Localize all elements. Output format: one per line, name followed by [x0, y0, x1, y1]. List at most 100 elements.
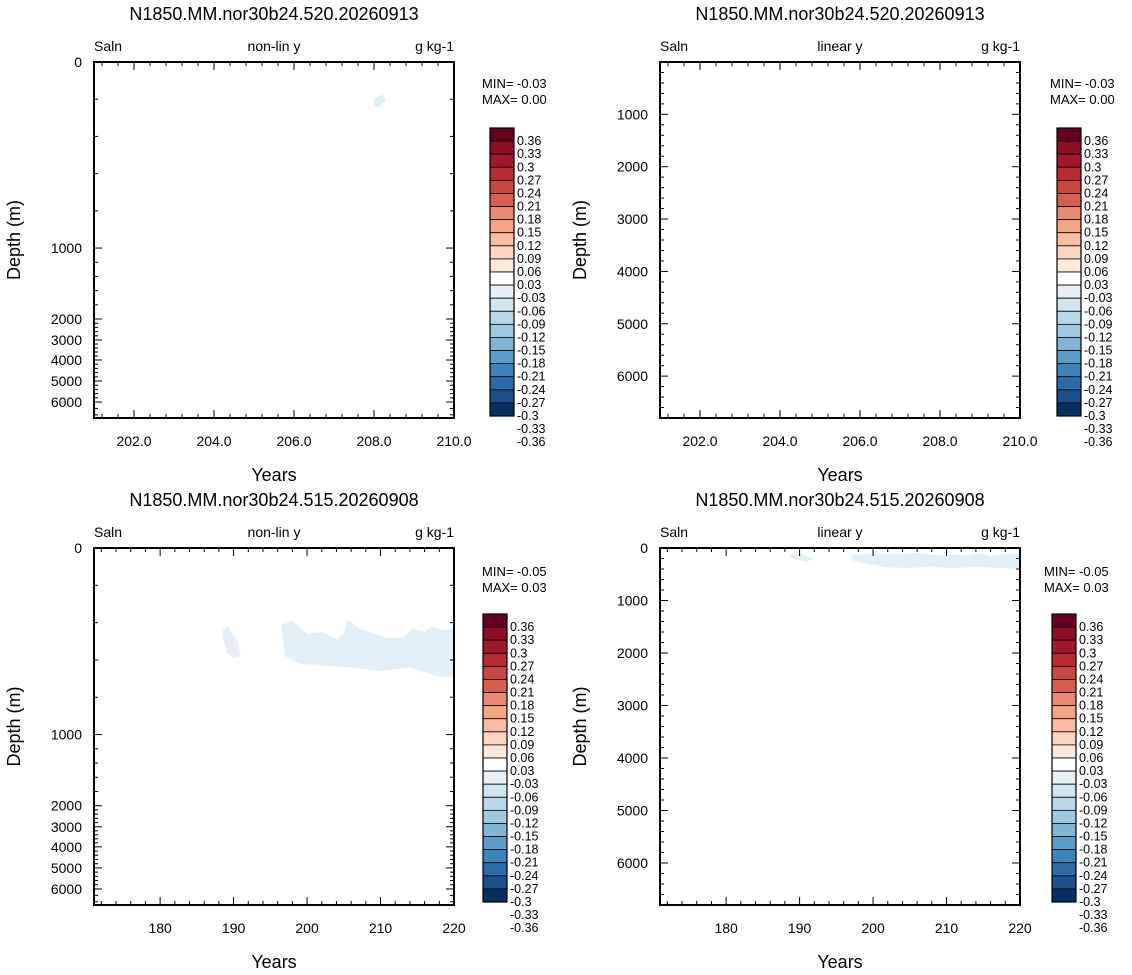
colorbar-label: 0.03 — [1084, 278, 1108, 292]
colorbar-box — [1056, 376, 1082, 391]
colorbar-box — [1051, 849, 1077, 864]
colorbar-label: -0.3 — [517, 409, 539, 423]
colorbar-box — [1051, 875, 1077, 890]
x-tick-label: 220 — [442, 920, 466, 936]
colorbar-box — [489, 337, 515, 351]
colorbar-box — [489, 284, 515, 299]
colorbar-box — [489, 179, 515, 194]
colorbar-label: 0.21 — [1084, 200, 1108, 214]
axis-scale-label: linear y — [817, 38, 862, 54]
y-tick-label: 3000 — [617, 211, 648, 227]
colorbar-label: 0.3 — [510, 646, 527, 660]
x-tick-label: 202.0 — [116, 433, 151, 449]
colorbar-box — [1051, 783, 1077, 798]
colorbar-box — [1051, 796, 1077, 811]
colorbar: 0.360.330.30.270.240.210.180.150.120.090… — [1051, 613, 1108, 935]
chart-panel-3: N1850.MM.nor30b24.515.20260908 Saln non-li… — [4, 490, 547, 972]
y-tick-label: 6000 — [617, 368, 648, 384]
colorbar-box — [482, 770, 508, 785]
colorbar-label: 0.06 — [1084, 265, 1108, 279]
colorbar-label: 0.33 — [1079, 633, 1103, 647]
colorbar-box — [482, 718, 508, 733]
colorbar-box — [489, 127, 515, 142]
colorbar-label: 0.15 — [1079, 712, 1103, 726]
colorbar-label: 0.36 — [1079, 620, 1103, 634]
y-tick-label: 2000 — [617, 645, 648, 661]
x-tick-label: 204.0 — [762, 433, 797, 449]
colorbar-box — [482, 836, 508, 851]
colorbar-box — [1051, 718, 1077, 733]
colorbar-box — [489, 323, 515, 338]
colorbar: 0.360.330.30.270.240.210.180.150.120.090… — [489, 127, 546, 449]
colorbar-label: 0.27 — [510, 659, 534, 673]
colorbar-label: 0.18 — [510, 699, 534, 713]
colorbar-label: -0.09 — [1079, 803, 1108, 817]
units-label: g kg-1 — [981, 524, 1020, 540]
colorbar-box — [1056, 350, 1082, 365]
y-tick-label: 0 — [640, 540, 648, 556]
chart-panel-2: N1850.MM.nor30b24.520.20260913 Saln linear… — [570, 4, 1115, 485]
x-tick-label: 200 — [861, 920, 885, 936]
colorbar-box — [482, 849, 508, 864]
x-tick-label: 206.0 — [276, 433, 311, 449]
y-tick-label: 1000 — [617, 593, 648, 609]
colorbar: 0.360.330.30.270.240.210.180.150.120.090… — [1056, 127, 1113, 449]
salinity-anomaly-contour-2 — [851, 553, 1020, 569]
colorbar-frame — [1056, 127, 1082, 417]
colorbar-box — [1056, 389, 1082, 404]
salinity-anomaly-contour-1 — [374, 93, 386, 109]
colorbar-label: 0.03 — [517, 278, 541, 292]
colorbar-box — [482, 705, 508, 720]
y-tick-label: 4000 — [617, 263, 648, 279]
colorbar-box — [1056, 258, 1082, 273]
colorbar-frame — [482, 613, 508, 903]
colorbar-box — [489, 271, 515, 286]
axis-scale-label: non-lin y — [248, 38, 301, 54]
salinity-anomaly-contour-2 — [281, 618, 454, 677]
colorbar-label: 0.3 — [1079, 646, 1096, 660]
y-tick-label: 5000 — [51, 373, 82, 389]
colorbar-box — [1056, 179, 1082, 194]
x-tick-label: 210 — [369, 920, 393, 936]
colorbar-label: -0.36 — [517, 435, 546, 449]
x-tick-label: 180 — [714, 920, 738, 936]
variable-label: Saln — [94, 38, 122, 54]
colorbar-box — [482, 652, 508, 667]
colorbar-box — [489, 219, 515, 234]
x-tick-label: 190 — [222, 920, 246, 936]
y-tick-label: 4000 — [51, 839, 82, 855]
colorbar-label: 0.33 — [510, 633, 534, 647]
x-axis-label: Years — [251, 952, 296, 972]
colorbar-box — [482, 731, 508, 746]
variable-label: Saln — [94, 524, 122, 540]
x-tick-label: 210 — [935, 920, 959, 936]
colorbar-box — [1056, 166, 1082, 181]
colorbar-box — [482, 809, 508, 824]
colorbar-label: 0.12 — [1079, 725, 1103, 739]
colorbar-box — [1056, 193, 1082, 207]
colorbar-box — [489, 153, 515, 168]
colorbar-label: 0.21 — [1079, 686, 1103, 700]
x-tick-label: 210.0 — [436, 433, 471, 449]
colorbar-box — [1056, 271, 1082, 286]
colorbar-box — [1056, 232, 1082, 247]
colorbar-label: 0.33 — [517, 147, 541, 161]
colorbar-label: 0.09 — [1079, 738, 1103, 752]
colorbar-box — [489, 376, 515, 391]
colorbar-box — [482, 888, 508, 903]
colorbar-label: -0.33 — [1079, 908, 1108, 922]
colorbar-label: -0.36 — [1079, 921, 1108, 935]
colorbar-label: 0.15 — [1084, 226, 1108, 240]
colorbar-label: 0.24 — [510, 672, 534, 686]
colorbar-box — [1051, 744, 1077, 759]
colorbar-label: -0.12 — [1084, 330, 1113, 344]
colorbar-box — [1051, 731, 1077, 746]
colorbar-box — [1056, 297, 1082, 312]
chart-title: N1850.MM.nor30b24.515.20260908 — [129, 490, 418, 510]
colorbar-label: -0.18 — [1084, 357, 1113, 371]
colorbar-box — [482, 639, 508, 654]
colorbar-label: -0.21 — [1079, 856, 1108, 870]
colorbar-box — [489, 258, 515, 273]
colorbar-label: 0.12 — [517, 239, 541, 253]
x-tick-label: 200 — [295, 920, 319, 936]
